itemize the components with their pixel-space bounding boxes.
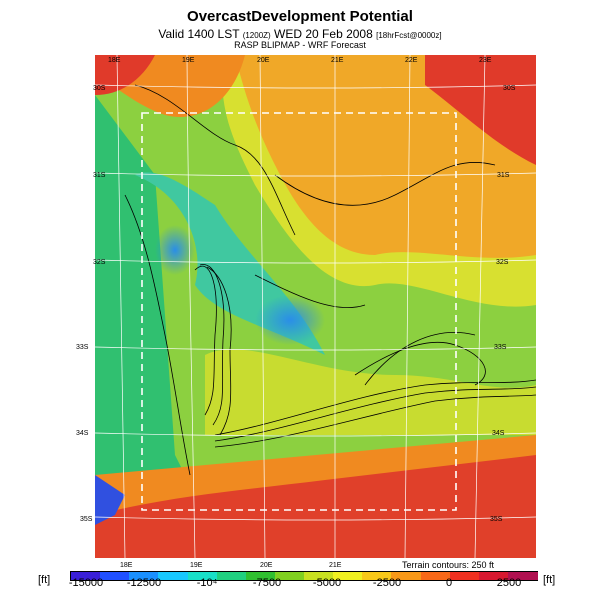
lon-label-top: 19E — [182, 57, 195, 64]
colorbar-swatch — [478, 572, 509, 580]
colorbar-label: 2500 — [496, 577, 522, 589]
chart-title: OvercastDevelopment Potential — [187, 8, 413, 25]
colorbar — [70, 571, 538, 581]
lon-label-top: 22E — [405, 57, 418, 64]
lon-label-top: 23E — [479, 57, 492, 64]
colorbar-swatch — [449, 572, 480, 580]
colorbar-swatch — [158, 572, 189, 580]
colorbar-label: 0 — [445, 577, 453, 589]
lat-label-left: 35S — [80, 516, 93, 523]
lat-label-right: 34S — [492, 430, 505, 437]
southwest-blue-coast — [95, 475, 125, 525]
lon-label-bottom: 20E — [260, 562, 273, 569]
low-pocket-west — [155, 225, 195, 275]
forecast-run: [18hrFcst@0000z] — [376, 31, 442, 40]
colorbar-label: -5000 — [312, 577, 342, 589]
lat-label-right: 35S — [490, 516, 503, 523]
colorbar-label: -7500 — [252, 577, 282, 589]
northwest-red-zone — [95, 55, 155, 95]
colorbar-swatch — [362, 572, 393, 580]
lon-label-bottom: 18E — [120, 562, 133, 569]
valid-time: Valid 1400 LST (1200Z) WED 20 Feb 2008 [… — [0, 27, 600, 41]
colorbar-swatch — [245, 572, 276, 580]
colorbar-swatch — [274, 572, 305, 580]
terrain-contour-note: Terrain contours: 250 ft — [402, 560, 495, 570]
colorbar-swatch — [304, 572, 334, 580]
lat-label-right: 30S — [503, 85, 516, 92]
colorbar-label: -15000 — [68, 577, 104, 589]
forecast-map — [95, 55, 536, 558]
colorbar-label: -12500 — [126, 577, 162, 589]
colorbar-unit-left: [ft] — [38, 574, 51, 586]
valid-utc: (1200Z) — [242, 31, 271, 40]
lon-label-top: 21E — [331, 57, 344, 64]
colorbar-swatch — [187, 572, 218, 580]
central-yellow-ridge — [205, 349, 536, 435]
valid-line: Valid 1400 LST — [158, 27, 240, 41]
date-line: WED 20 Feb 2008 — [274, 27, 373, 41]
lon-label-top: 20E — [257, 57, 270, 64]
lat-label-left: 30S — [93, 85, 106, 92]
lat-label-right: 31S — [497, 172, 510, 179]
lat-label-right: 32S — [496, 259, 509, 266]
coastal-green-zone — [95, 95, 195, 495]
lat-label-left: 31S — [93, 172, 106, 179]
colorbar-swatch — [507, 572, 538, 580]
colorbar-swatch — [100, 572, 131, 580]
low-pocket-central — [255, 295, 325, 345]
colorbar-swatch — [333, 572, 364, 580]
terrain-contours — [124, 84, 536, 476]
north-red-zone — [425, 55, 536, 165]
source-line: RASP BLIPMAP - WRF Forecast — [234, 40, 366, 50]
domain-box — [141, 112, 457, 511]
lat-label-left: 34S — [76, 430, 89, 437]
colorbar-swatch — [420, 572, 451, 580]
colorbar-unit-right: [ft] — [543, 574, 556, 586]
colorbar-label: -2500 — [372, 577, 402, 589]
colorbar-swatch — [129, 572, 160, 580]
lon-label-bottom: 21E — [329, 562, 342, 569]
lon-label-top: 18E — [108, 57, 121, 64]
colorbar-label: -10⁴ — [196, 577, 218, 589]
lon-label-bottom: 19E — [190, 562, 203, 569]
lat-label-right: 33S — [494, 344, 507, 351]
colorbar-swatch — [71, 572, 101, 580]
lat-label-left: 33S — [76, 344, 89, 351]
southern-ocean — [95, 455, 536, 558]
lat-label-left: 32S — [93, 259, 106, 266]
colorbar-swatch — [216, 572, 247, 580]
colorbar-swatch — [391, 572, 422, 580]
